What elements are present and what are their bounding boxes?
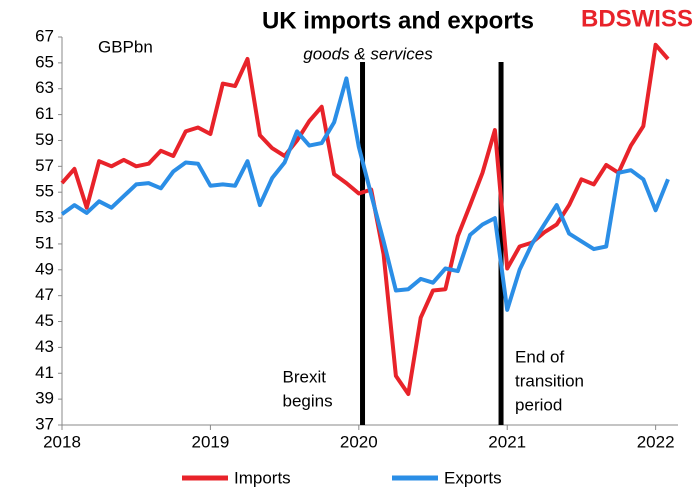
event-label: transition [515, 371, 584, 390]
x-tick-label: 2019 [191, 432, 229, 451]
y-tick-label: 39 [35, 389, 54, 408]
x-tick-label: 2020 [340, 432, 378, 451]
x-tick-label: 2021 [488, 432, 526, 451]
event-label: period [515, 395, 562, 414]
chart-title: UK imports and exports [262, 7, 534, 34]
y-axis-label: GBPbn [98, 37, 153, 56]
event-label: End of [515, 347, 564, 366]
event-label: begins [283, 391, 333, 410]
x-tick-label: 2022 [637, 432, 675, 451]
series-line [60, 42, 670, 396]
y-tick-label: 51 [35, 233, 54, 252]
chart-subtitle: goods & services [303, 44, 433, 63]
y-tick-label: 37 [35, 414, 54, 433]
y-tick-label: 45 [35, 311, 54, 330]
series-line [60, 76, 670, 312]
y-tick-label: 49 [35, 259, 54, 278]
legend-label: Imports [234, 468, 291, 487]
y-tick-label: 63 [35, 78, 54, 97]
y-tick-label: 41 [35, 363, 54, 382]
event-label: Brexit [283, 367, 327, 386]
legend-label: Exports [444, 468, 502, 487]
y-tick-label: 43 [35, 337, 54, 356]
y-tick-label: 61 [35, 104, 54, 123]
y-tick-label: 55 [35, 182, 54, 201]
x-tick-label: 2018 [43, 432, 81, 451]
y-tick-label: 53 [35, 208, 54, 227]
brand-logo: BDSWISS [581, 5, 693, 32]
y-tick-label: 59 [35, 130, 54, 149]
y-tick-label: 57 [35, 156, 54, 175]
y-tick-label: 67 [35, 26, 54, 45]
y-tick-label: 47 [35, 285, 54, 304]
y-tick-label: 65 [35, 52, 54, 71]
